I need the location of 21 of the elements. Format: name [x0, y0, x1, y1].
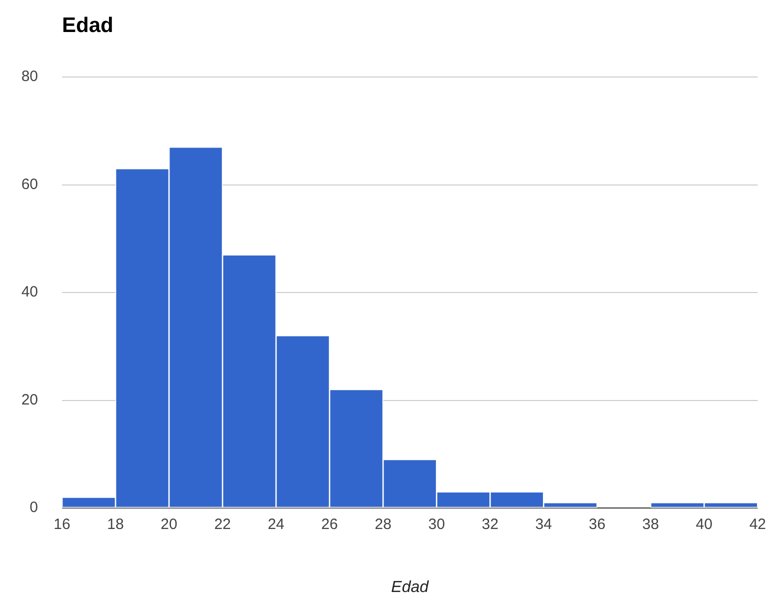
x-tick-label: 20	[160, 516, 178, 534]
x-axis-title: Edad	[391, 578, 430, 596]
x-tick-label: 28	[374, 516, 392, 534]
x-tick-label: 36	[588, 516, 606, 534]
x-tick-label: 38	[642, 516, 659, 534]
y-tick-label: 20	[21, 391, 38, 408]
y-tick-label: 40	[21, 284, 38, 301]
x-tick-label: 32	[482, 516, 498, 534]
x-tick-label: 18	[107, 516, 124, 534]
chart-title: Edad	[62, 14, 114, 38]
x-tick-label: 26	[321, 516, 338, 534]
x-tick-label: 40	[696, 516, 712, 534]
x-tick-label: 16	[54, 516, 70, 534]
y-tick-label: 80	[21, 68, 38, 86]
y-tick-label: 0	[30, 499, 38, 516]
y-tick-label: 60	[21, 176, 38, 193]
x-tick-label: 34	[535, 516, 552, 534]
x-tick-label: 30	[428, 516, 445, 534]
x-tick-label: 42	[749, 516, 766, 534]
x-tick-label: 22	[214, 516, 231, 534]
x-tick-label: 24	[268, 516, 284, 534]
